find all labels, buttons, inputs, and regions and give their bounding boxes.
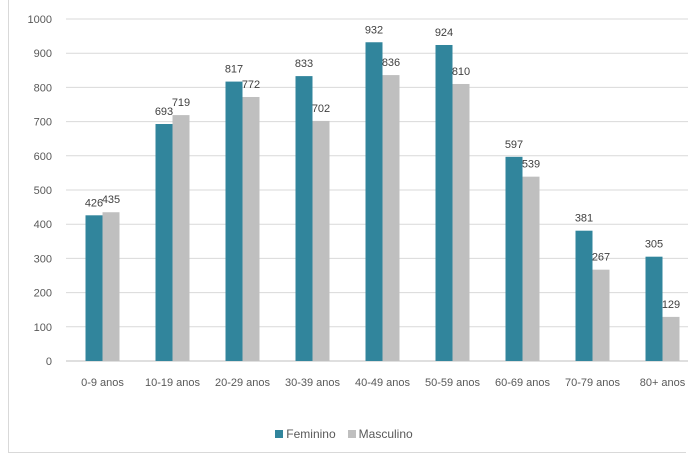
data-label: 924: [435, 27, 453, 39]
bar-masculino: [592, 269, 610, 361]
legend-swatch: [347, 430, 356, 438]
legend-item-masculino: Masculino: [347, 427, 413, 441]
bar-feminino: [435, 44, 453, 361]
bar-masculino: [312, 120, 330, 361]
bar-feminino: [505, 156, 523, 361]
bar-masculino: [382, 75, 400, 361]
y-tick-label: 0: [46, 356, 52, 368]
bar-feminino: [645, 256, 663, 361]
bar-masculino: [522, 176, 540, 361]
data-label: 693: [155, 106, 173, 118]
y-tick-label: 300: [34, 253, 52, 265]
bar-feminino: [225, 81, 243, 361]
legend-label: Masculino: [358, 427, 413, 441]
y-tick-label: 700: [34, 117, 52, 129]
y-tick-label: 500: [34, 185, 52, 197]
data-label: 833: [295, 58, 313, 70]
x-tick-label: 40-49 anos: [355, 377, 411, 389]
bar-masculino: [242, 96, 260, 361]
data-label: 702: [312, 103, 330, 115]
y-tick-label: 400: [34, 219, 52, 231]
bars: [85, 42, 680, 362]
bar-feminino: [155, 123, 173, 361]
bar-masculino: [172, 115, 190, 362]
y-tick-label: 800: [34, 82, 52, 94]
legend-swatch: [275, 430, 284, 438]
x-axis: 0-9 anos 10-19 anos 20-29 anos 30-39 anos 40…: [81, 377, 686, 389]
x-tick-label: 30-39 anos: [285, 377, 341, 389]
data-label: 426: [85, 197, 103, 209]
legend: Feminino Masculino: [0, 427, 688, 441]
x-tick-label: 20-29 anos: [215, 377, 271, 389]
data-label: 305: [645, 239, 663, 251]
data-label: 435: [102, 194, 120, 206]
data-label: 129: [662, 299, 680, 311]
x-tick-label: 70-79 anos: [565, 377, 621, 389]
x-tick-label: 60-69 anos: [495, 377, 551, 389]
data-label: 597: [505, 139, 523, 151]
bar-feminino: [365, 42, 383, 361]
data-label: 932: [365, 24, 383, 36]
x-tick-label: 0-9 anos: [81, 377, 124, 389]
data-label: 836: [382, 57, 400, 69]
legend-item-feminino: Feminino: [275, 427, 336, 441]
y-tick-label: 1000: [28, 14, 52, 26]
y-tick-label: 900: [34, 48, 52, 60]
data-label: 810: [452, 66, 470, 78]
y-tick-label: 100: [34, 322, 52, 334]
data-label: 817: [225, 64, 243, 76]
data-label: 539: [522, 159, 540, 171]
bar-masculino: [452, 83, 470, 361]
bar-feminino: [575, 230, 593, 361]
bar-masculino: [102, 212, 120, 361]
data-label: 267: [592, 252, 610, 264]
x-tick-label: 10-19 anos: [145, 377, 201, 389]
bar-feminino: [85, 215, 103, 361]
x-tick-label: 50-59 anos: [425, 377, 481, 389]
y-tick-label: 600: [34, 151, 52, 163]
bar-masculino: [662, 316, 680, 361]
data-label: 719: [172, 97, 190, 109]
data-label: 772: [242, 79, 260, 91]
legend-label: Feminino: [286, 427, 336, 441]
x-tick-label: 80+ anos: [640, 377, 686, 389]
data-label: 381: [575, 213, 593, 225]
bar-feminino: [295, 76, 313, 361]
y-axis: 0 100 200 300 400 500 600 700 800 900 1000: [28, 14, 52, 368]
chart-frame: [8, 0, 686, 453]
y-tick-label: 200: [34, 288, 52, 300]
